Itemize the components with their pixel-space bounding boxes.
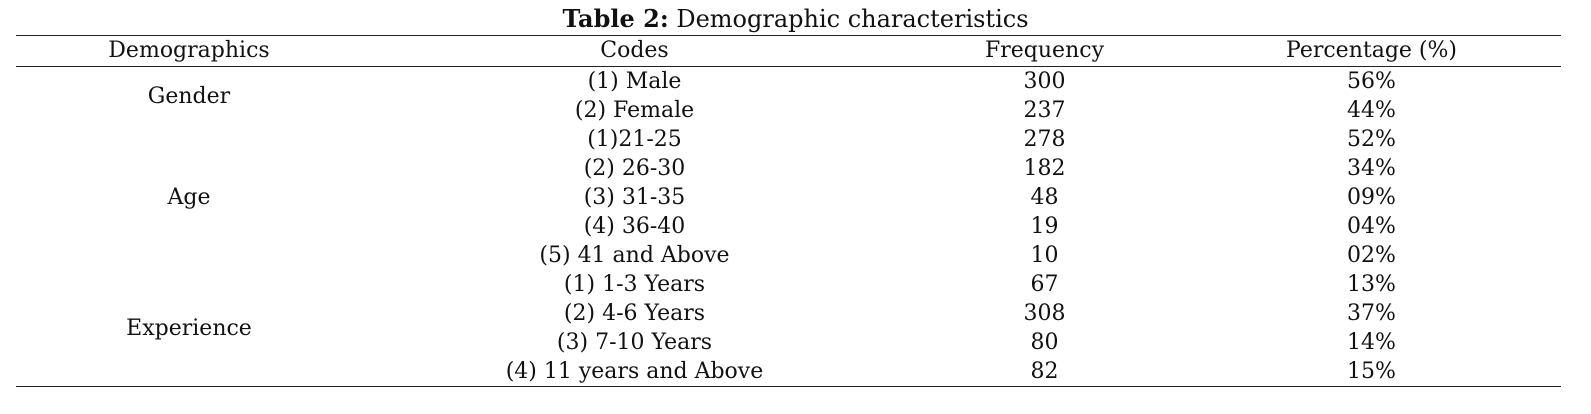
- table-row: Gender (1) Male 300 56%: [16, 67, 1561, 109]
- table-row: (2) Female 237 44%: [16, 96, 1561, 125]
- table-row: Experience (1) 1-3 Years 67 13%: [16, 270, 1561, 341]
- frequency-cell: 308: [1023, 301, 1066, 326]
- frequency-cell: 19: [1030, 214, 1059, 239]
- frequency-cell: 237: [1023, 98, 1066, 123]
- header-percentage: Percentage (%): [1286, 38, 1457, 63]
- percentage-cell: 34%: [1347, 156, 1396, 181]
- table-header: Demographics Codes Frequency Percentage …: [16, 35, 1561, 67]
- code-cell: (4) 11 years and Above: [505, 359, 764, 384]
- code-cell: (2) 26-30: [583, 156, 686, 181]
- percentage-cell: 04%: [1347, 214, 1396, 239]
- code-cell: (2) Female: [574, 98, 695, 123]
- percentage-cell: 02%: [1347, 243, 1396, 268]
- table-body: Gender (1) Male 300 56% (2) Female 237 44% Age(…: [16, 67, 1561, 387]
- code-cell: (1) 1-3 Years: [563, 272, 706, 297]
- header-codes: Codes: [600, 38, 669, 63]
- code-cell: (3) 7-10 Years: [556, 330, 713, 355]
- frequency-cell: 10: [1030, 243, 1059, 268]
- code-cell: (1) Male: [587, 69, 682, 94]
- frequency-cell: 182: [1023, 156, 1066, 181]
- table-row: (3) 31-35 48 09%: [16, 183, 1561, 212]
- code-cell: (5) 41 and Above: [539, 243, 730, 268]
- table-row: (3) 7-10 Years 80 14%: [16, 328, 1561, 357]
- demographics-table: Demographics Codes Frequency Percentage …: [16, 35, 1561, 387]
- table-row: (4) 11 years and Above 82 15%: [16, 357, 1561, 387]
- percentage-cell: 44%: [1347, 98, 1396, 123]
- percentage-cell: 13%: [1347, 272, 1396, 297]
- table-row: (2) 26-30 182 34%: [16, 154, 1561, 183]
- table-row: (2) 4-6 Years 308 37%: [16, 299, 1561, 328]
- code-cell: (1)21-25: [587, 127, 682, 152]
- header-demographics: Demographics: [108, 38, 270, 63]
- percentage-cell: 15%: [1347, 359, 1396, 384]
- code-cell: (4) 36-40: [583, 214, 686, 239]
- demographic-group-age: Age: [167, 185, 211, 210]
- demographic-group-gender: Gender: [147, 83, 231, 109]
- percentage-cell: 09%: [1347, 185, 1396, 210]
- frequency-cell: 80: [1030, 330, 1059, 355]
- table-row: (4) 36-40 19 04%: [16, 212, 1561, 241]
- frequency-cell: 300: [1023, 69, 1066, 94]
- code-cell: (2) 4-6 Years: [563, 301, 706, 326]
- frequency-cell: 82: [1030, 359, 1059, 384]
- table-row: Age (1)21-25 278 52%: [16, 125, 1561, 210]
- percentage-cell: 52%: [1347, 127, 1396, 152]
- frequency-cell: 48: [1030, 185, 1059, 210]
- table-row: (5) 41 and Above 10 02%: [16, 241, 1561, 270]
- header-frequency: Frequency: [985, 38, 1104, 63]
- table-caption: Table 2: Demographic characteristics: [0, 4, 1591, 34]
- demographic-group-experience: Experience: [126, 315, 252, 341]
- frequency-cell: 67: [1030, 272, 1059, 297]
- percentage-cell: 14%: [1347, 330, 1396, 355]
- code-cell: (3) 31-35: [583, 185, 686, 210]
- frequency-cell: 278: [1023, 127, 1066, 152]
- table-caption-label: Table 2:: [562, 4, 669, 33]
- percentage-cell: 56%: [1347, 69, 1396, 94]
- percentage-cell: 37%: [1347, 301, 1396, 326]
- table-caption-text: Demographic characteristics: [676, 5, 1029, 33]
- header-row: Demographics Codes Frequency Percentage …: [16, 35, 1561, 67]
